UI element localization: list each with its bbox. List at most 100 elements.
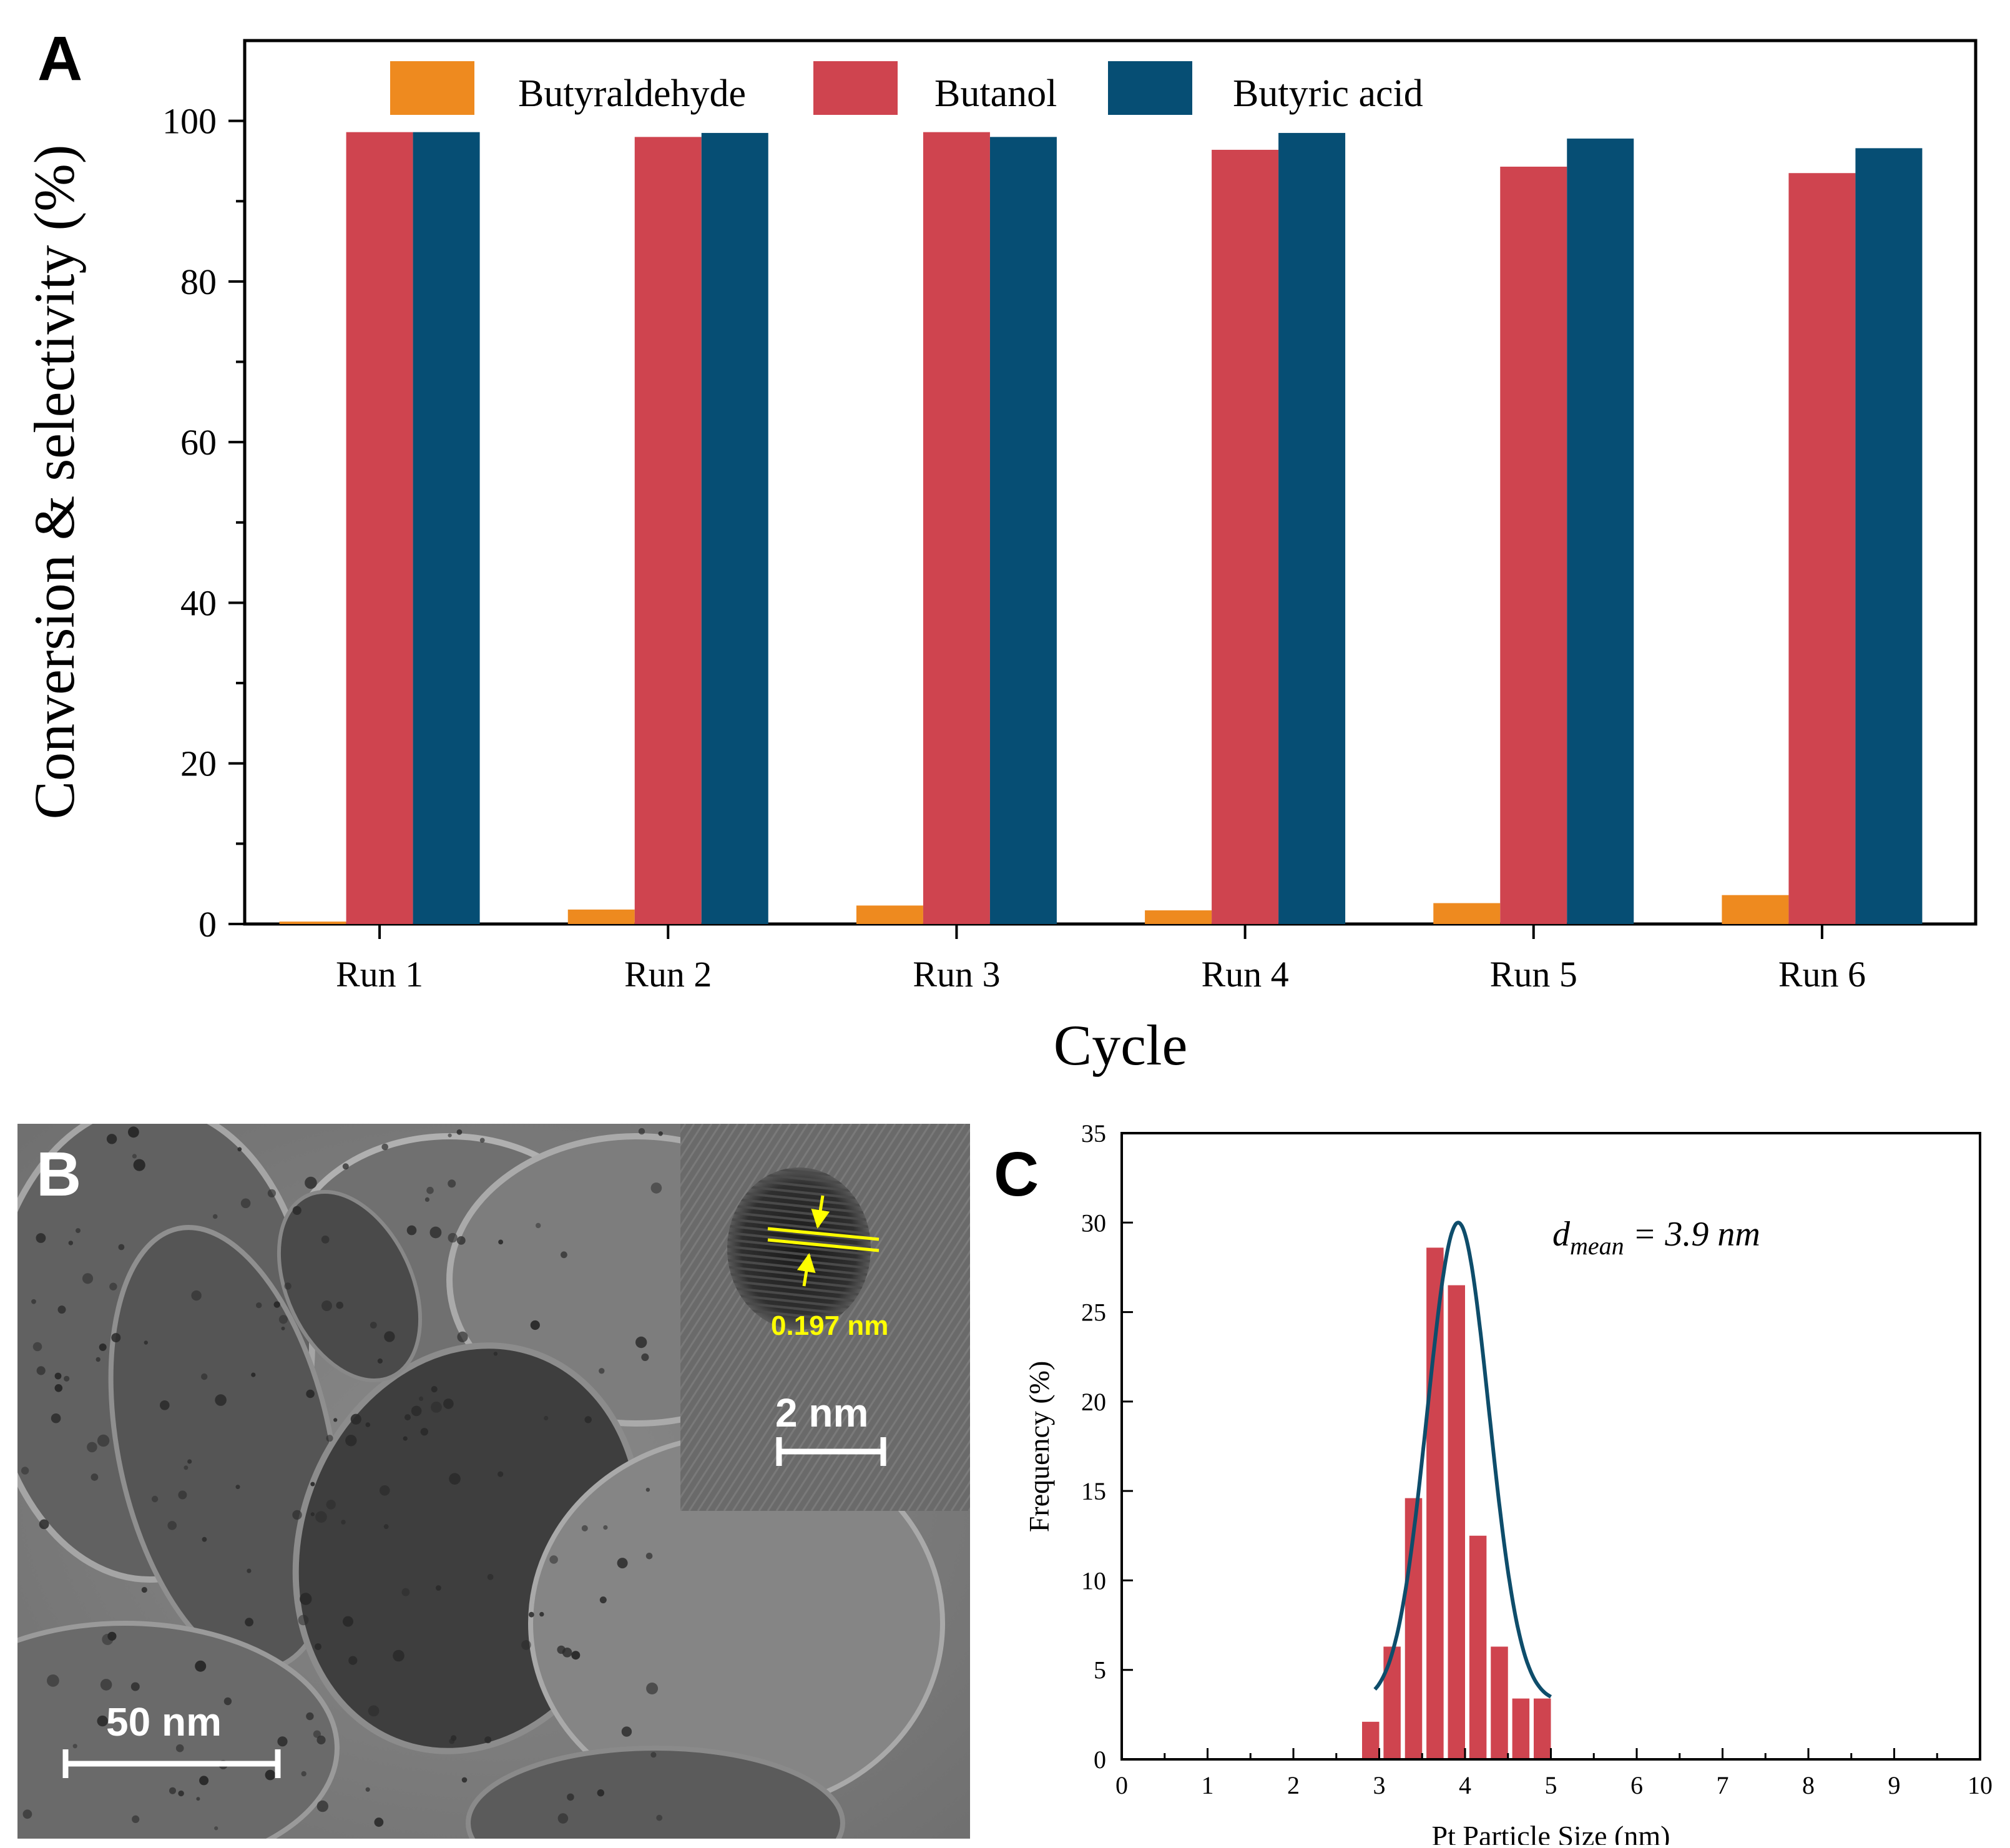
pt-nanoparticle: [281, 1326, 285, 1330]
lattice-fringe: [1126, 1124, 1376, 1511]
pt-nanoparticle: [87, 1442, 97, 1453]
pt-nanoparticle: [199, 1776, 209, 1786]
pt-nanoparticle: [316, 1735, 326, 1745]
legend-swatch: [390, 61, 474, 115]
np-lattice-fringe: [727, 1217, 871, 1237]
x-tick-label: 2: [1287, 1771, 1300, 1799]
np-lattice-fringe: [718, 1012, 886, 1030]
pt-nanoparticle: [265, 1769, 276, 1781]
np-lattice-fringe: [718, 1088, 886, 1105]
y-tick-label: 20: [1081, 1388, 1106, 1416]
pt-nanoparticle: [51, 1413, 61, 1423]
pt-nanoparticle: [374, 1817, 384, 1827]
bar-butyric-acid: [1855, 148, 1923, 925]
pt-nanoparticle: [336, 1301, 343, 1309]
x-tick-label: 1: [1202, 1771, 1214, 1799]
pt-nanoparticle: [429, 1226, 442, 1239]
x-tick-label: 0: [1115, 1771, 1128, 1799]
pt-nanoparticle: [141, 1586, 147, 1593]
pt-nanoparticle: [240, 1198, 251, 1209]
np-lattice-fringe: [718, 1094, 886, 1112]
lattice-fringe: [680, 1124, 783, 1282]
pt-nanoparticle: [561, 1251, 567, 1259]
pt-nanoparticle: [97, 1434, 110, 1447]
x-tick-label: 7: [1717, 1771, 1729, 1799]
np-lattice-fringe: [718, 1108, 886, 1126]
legend-label: Butyric acid: [1233, 72, 1423, 115]
pt-nanoparticle: [284, 1282, 292, 1290]
pt-nanoparticle: [178, 1790, 184, 1797]
bar-butanol: [634, 137, 702, 924]
histogram-bar: [1362, 1721, 1380, 1759]
pt-nanoparticle: [539, 1611, 544, 1617]
x-tick-label: Run 1: [336, 954, 423, 995]
np-lattice-fringe: [727, 1231, 871, 1251]
y-tick-label: 80: [180, 262, 217, 302]
pt-nanoparticle: [109, 1282, 117, 1290]
pt-nanoparticle: [646, 1683, 659, 1694]
pt-nanoparticle: [201, 1373, 208, 1380]
pt-nanoparticle: [130, 1682, 140, 1691]
np-lattice-fringe: [718, 1026, 886, 1043]
pt-nanoparticle: [380, 1485, 390, 1496]
pt-nanoparticle: [22, 1809, 32, 1819]
pt-nanoparticle: [621, 1726, 632, 1737]
lattice-fringe: [819, 1277, 970, 1511]
gaussian-fit-curve: [1373, 1221, 1552, 1699]
histogram-bar: [1491, 1646, 1508, 1759]
pt-nanoparticle: [365, 1422, 371, 1427]
lattice-fringe: [1117, 1124, 1367, 1511]
lattice-fringe: [1179, 1124, 1428, 1511]
pt-nanoparticle: [448, 1179, 456, 1188]
pt-nanoparticle: [178, 1490, 187, 1500]
pt-nanoparticle: [321, 1236, 330, 1244]
y-tick-label: 40: [180, 582, 217, 623]
pt-nanoparticle: [223, 1697, 232, 1706]
pt-nanoparticle: [39, 1519, 49, 1530]
np-lattice-fringe: [718, 1005, 886, 1023]
x-tick-label: 9: [1888, 1771, 1901, 1799]
pt-nanoparticle: [403, 1436, 408, 1441]
lattice-fringe: [1074, 1124, 1323, 1511]
pt-nanoparticle: [106, 1134, 117, 1144]
lattice-fringe: [845, 1317, 970, 1511]
pt-nanoparticle: [597, 1789, 604, 1797]
pt-nanoparticle: [32, 1342, 42, 1352]
pt-nanoparticle: [370, 1322, 377, 1329]
np-lattice-fringe: [727, 1237, 871, 1257]
y-tick-label: 30: [1081, 1209, 1106, 1237]
pt-nanoparticle: [118, 1244, 125, 1251]
pt-nanoparticle: [292, 1206, 302, 1215]
pt-nanoparticle: [305, 1176, 317, 1189]
main-scale-label: 50 nm: [106, 1699, 222, 1744]
lattice-fringe: [810, 1263, 970, 1511]
pt-nanoparticle: [479, 1138, 485, 1143]
x-tick-label: 10: [1968, 1771, 1993, 1799]
x-tick-label: Run 6: [1778, 954, 1866, 995]
pt-nanoparticle: [406, 1225, 417, 1236]
bar-butyraldehyde: [856, 905, 923, 924]
pt-nanoparticle: [54, 1372, 62, 1380]
pt-nanoparticle: [650, 1752, 657, 1758]
pt-nanoparticle: [549, 1555, 558, 1564]
pt-nanoparticle: [321, 1300, 332, 1311]
np-lattice-fringe: [718, 1074, 886, 1091]
bar-butyric-acid: [1567, 138, 1634, 924]
pt-nanoparticle: [256, 1302, 262, 1309]
np-lattice-fringe: [718, 1019, 886, 1036]
pt-nanoparticle: [449, 1473, 461, 1485]
pt-nanoparticle: [401, 1588, 410, 1596]
bar-butanol: [923, 132, 990, 924]
pt-nanoparticle: [528, 1611, 534, 1618]
lattice-fringe: [1100, 1124, 1350, 1511]
pt-nanoparticle: [420, 1428, 428, 1436]
pt-nanoparticle: [326, 1500, 336, 1510]
np-lattice-fringe: [727, 1265, 871, 1285]
pt-nanoparticle: [91, 1473, 99, 1481]
pt-nanoparticle: [599, 1596, 607, 1604]
x-tick-label: Run 5: [1490, 954, 1577, 995]
histogram-bar: [1512, 1698, 1530, 1759]
lattice-fringe: [1135, 1124, 1385, 1511]
histogram-bar: [1469, 1535, 1487, 1759]
np-lattice-fringe: [727, 1196, 871, 1216]
